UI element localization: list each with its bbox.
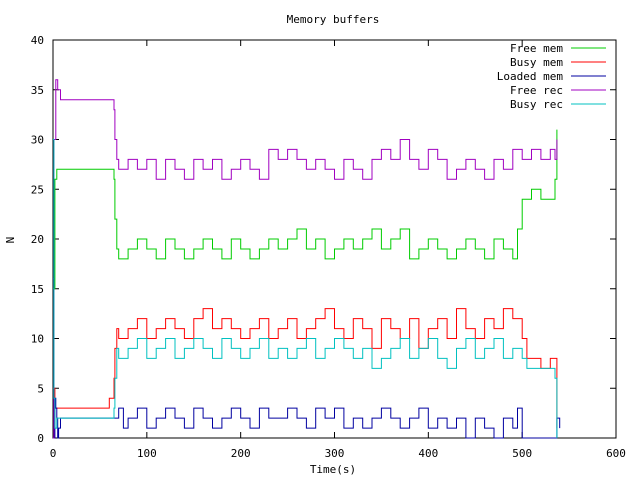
x-tick-label: 600: [606, 447, 626, 460]
y-tick-label: 40: [31, 34, 44, 47]
legend-label: Busy rec: [510, 98, 563, 111]
axis-ticks: 0 100 200 300 400 500 600 0 5 10 15 20 25 30 35 40: [31, 34, 626, 460]
y-tick-label: 10: [31, 333, 44, 346]
legend-label: Free rec: [510, 84, 563, 97]
series-line-busy-mem: [53, 308, 558, 429]
y-tick-label: 20: [31, 233, 44, 246]
x-tick-label: 100: [137, 447, 157, 460]
series-line-busy-rec: [53, 139, 558, 438]
y-tick-label: 25: [31, 183, 44, 196]
x-tick-label: 200: [231, 447, 251, 460]
x-tick-label: 0: [50, 447, 57, 460]
y-tick-label: 15: [31, 283, 44, 296]
x-axis-label: Time(s): [310, 463, 356, 476]
legend-label: Free mem: [510, 42, 563, 55]
y-tick-label: 30: [31, 134, 44, 147]
chart-title: Memory buffers: [287, 13, 380, 26]
series-line-free-rec: [53, 79, 558, 439]
y-tick-label: 5: [37, 382, 44, 395]
x-tick-label: 400: [418, 447, 438, 460]
series-line-free-mem: [53, 129, 558, 290]
legend-label: Loaded mem: [497, 70, 564, 83]
y-tick-label: 0: [37, 432, 44, 445]
y-axis-label: N: [4, 237, 17, 244]
x-tick-label: 500: [512, 447, 532, 460]
x-tick-label: 300: [325, 447, 345, 460]
legend-label: Busy mem: [510, 56, 563, 69]
series-layer: [53, 79, 561, 439]
y-tick-label: 35: [31, 84, 44, 97]
series-line-loaded-mem: [53, 278, 561, 439]
